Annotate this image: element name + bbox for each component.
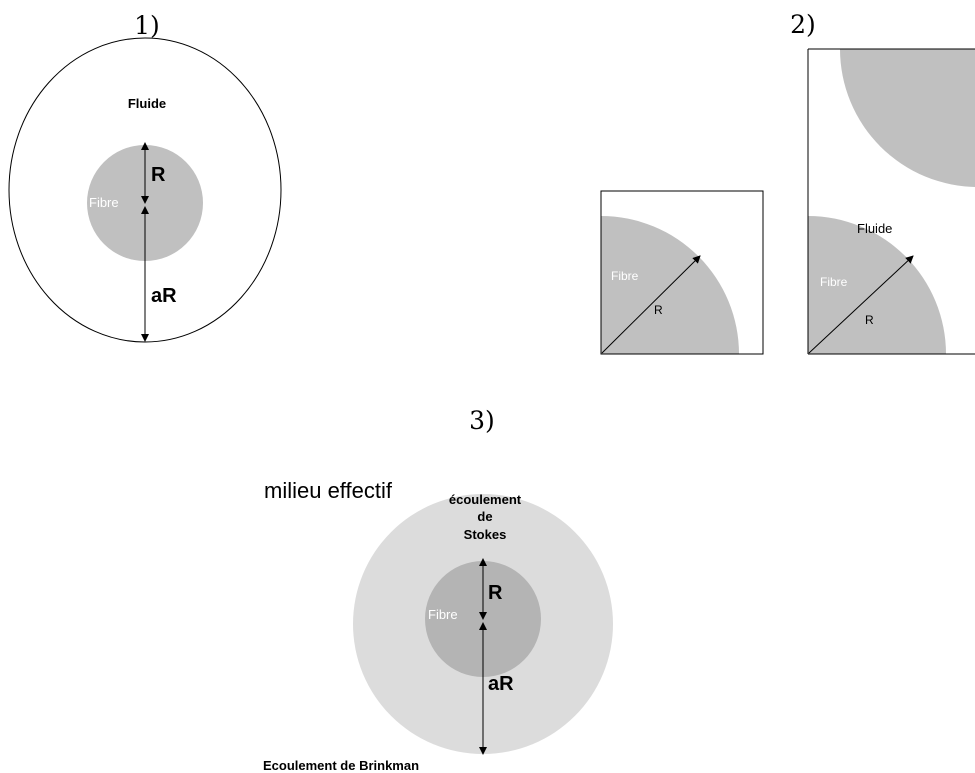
r-label-small: R — [654, 303, 663, 317]
brinkman-label: Ecoulement de Brinkman — [263, 758, 419, 773]
fluid-label-tall: Fluide — [857, 221, 892, 236]
effective-medium-label: milieu effectif — [264, 478, 393, 503]
ar-label: aR — [151, 285, 177, 307]
rect-cell-tall: Fluide Fibre R — [807, 48, 975, 355]
r-label-tall: R — [865, 313, 874, 327]
r-label-medium: R — [488, 582, 503, 604]
stokes-line-1: écoulement — [449, 492, 522, 507]
radius-arrow-small — [601, 255, 701, 354]
panel-1: 1) Fluide Fibre R aR — [8, 11, 282, 343]
panel-2-number: 2) — [790, 10, 816, 39]
bottom-quarter-fibre — [808, 216, 946, 354]
panel-3: 3) milieu effectif écoulement de Stokes … — [263, 406, 613, 773]
panel-3-number: 3) — [469, 406, 495, 435]
stokes-line-2: de — [477, 509, 492, 524]
fibre-label: Fibre — [89, 195, 119, 210]
panel-1-number: 1) — [134, 11, 160, 40]
fibre-label-medium: Fibre — [428, 607, 458, 622]
ar-label-medium: aR — [488, 673, 514, 695]
radius-arrow-tall — [808, 255, 914, 354]
square-cell-small: Fibre R — [600, 190, 764, 355]
fibre-label-tall: Fibre — [820, 275, 848, 289]
stokes-line-3: Stokes — [464, 527, 507, 542]
r-label: R — [151, 164, 166, 186]
top-quarter-fibre — [840, 49, 975, 187]
fluid-label: Fluide — [128, 96, 166, 111]
fibre-label-small: Fibre — [611, 269, 639, 283]
panel-2: 2) Fibre R Fluide Fibre R — [600, 10, 975, 355]
square-cell-border — [600, 190, 764, 355]
